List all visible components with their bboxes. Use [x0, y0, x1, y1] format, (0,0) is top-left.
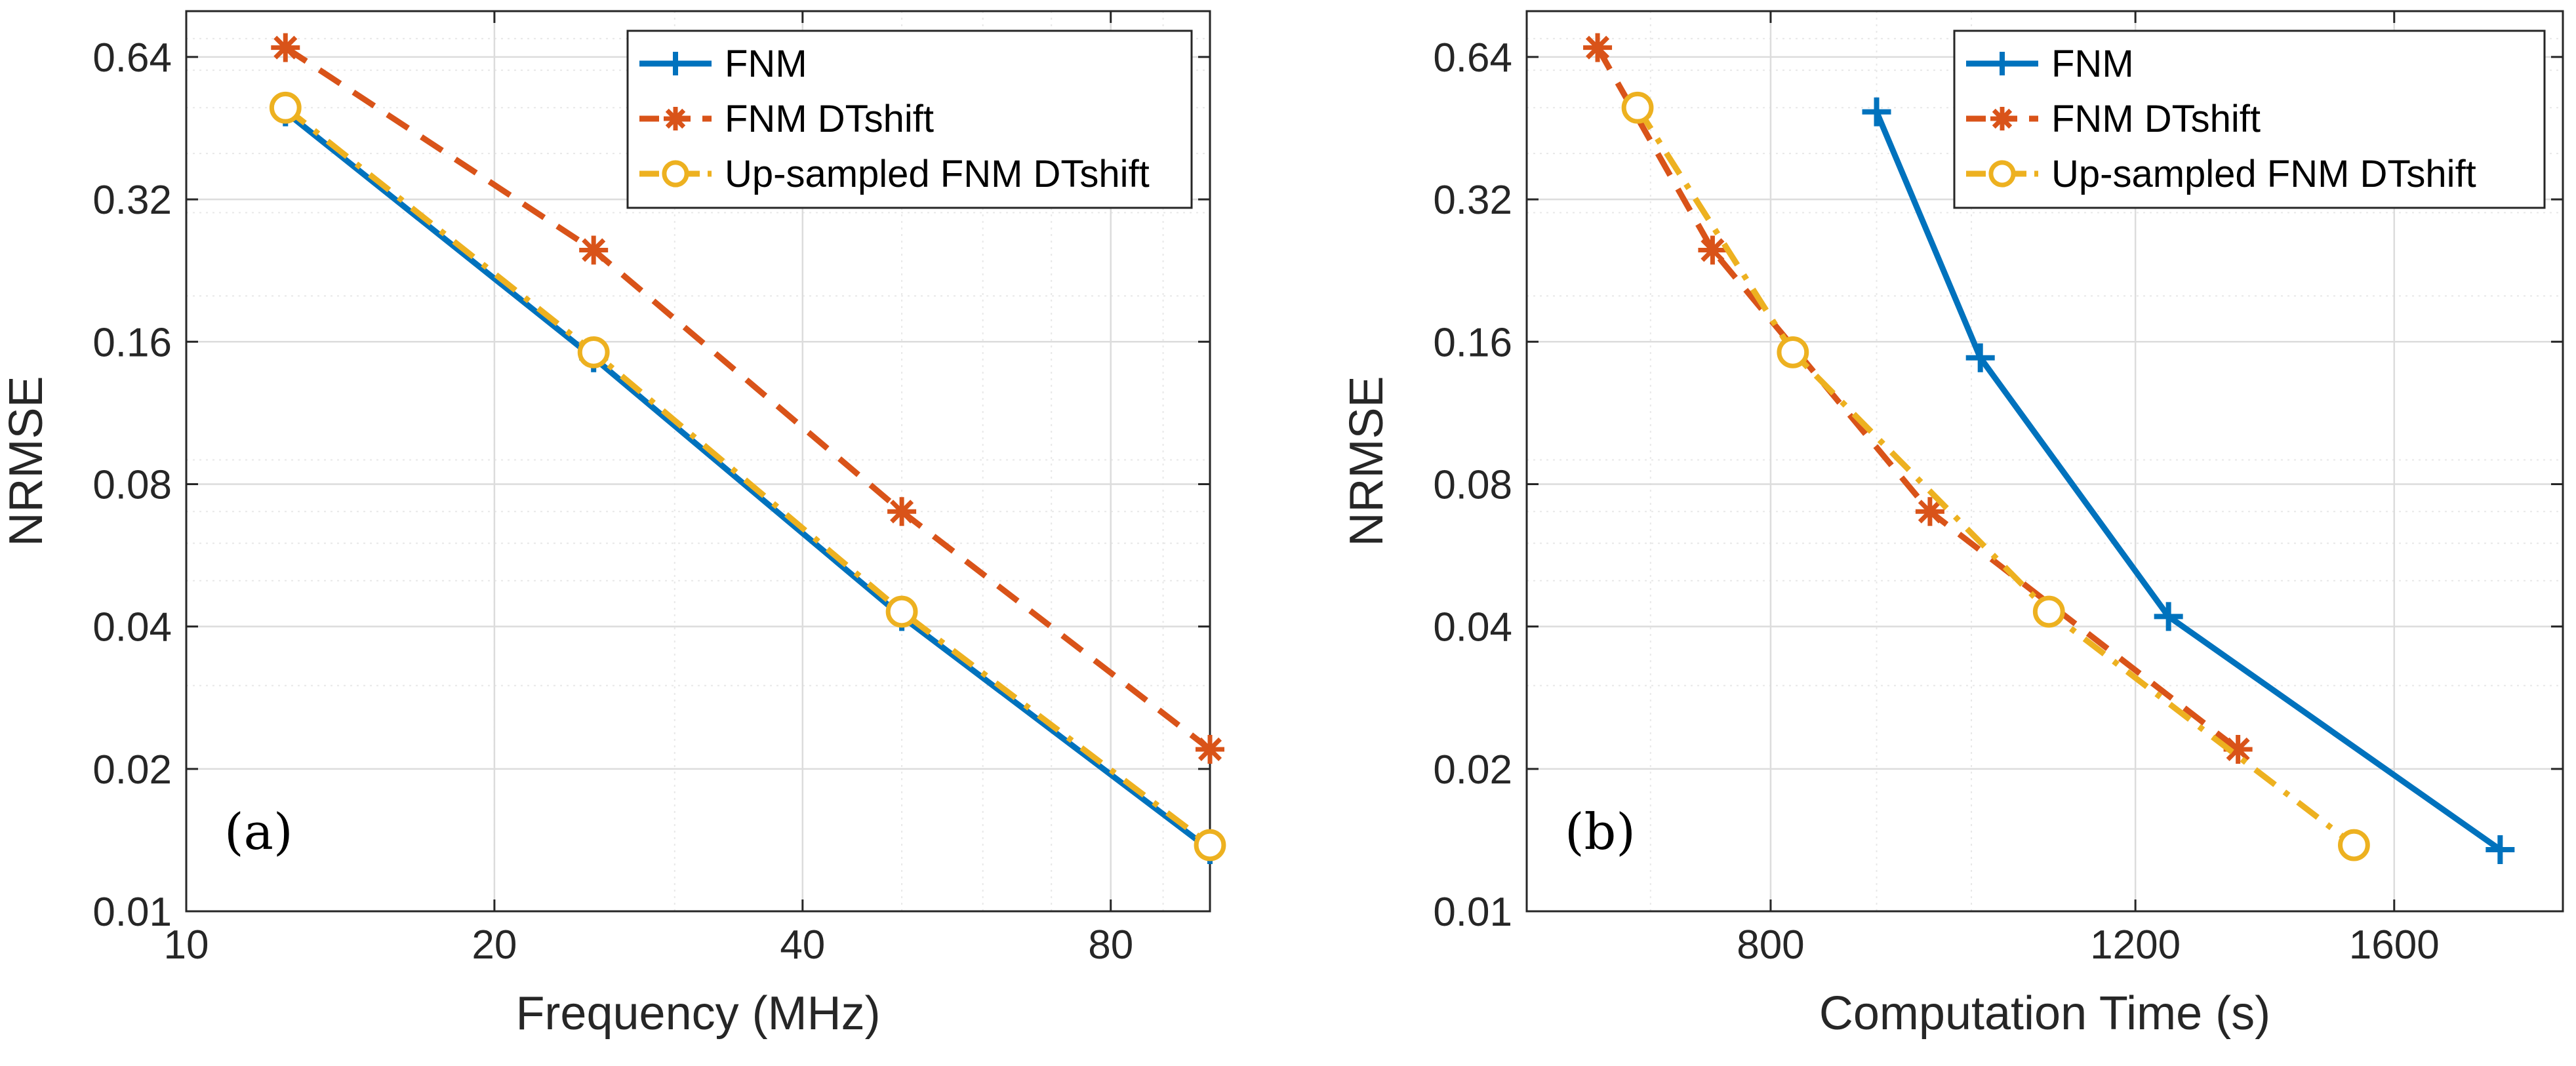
series-up-sampled-fnm-dtshift — [1621, 91, 2370, 861]
y-tick-label: 0.01 — [1433, 890, 1512, 935]
series-line — [283, 109, 1212, 852]
series-line — [283, 45, 1212, 752]
marker-asterisk — [1698, 235, 1727, 265]
marker-circle — [885, 595, 918, 628]
marker-stroke — [890, 500, 914, 524]
marker-plus — [1862, 97, 1891, 127]
y-tick-label: 0.32 — [92, 178, 172, 223]
marker-stroke — [1918, 500, 1942, 524]
marker-asterisk — [579, 235, 609, 265]
axes-box — [185, 10, 1211, 913]
y-tick-label: 0.08 — [1433, 462, 1512, 507]
marker-asterisk — [887, 497, 917, 526]
x-tick-label: 80 — [1088, 922, 1133, 968]
series-fnm-dtshift — [271, 33, 1224, 764]
series-line — [283, 105, 1212, 848]
series-fnm-dtshift — [1583, 33, 2253, 764]
axes-box — [1525, 10, 2564, 913]
marker-asterisk — [1915, 497, 1944, 526]
x-tick-label: 20 — [472, 922, 517, 968]
marker-stroke — [2226, 737, 2250, 761]
panel-label: (a) — [224, 802, 293, 861]
marker-circle — [2338, 829, 2370, 861]
marker-circle — [662, 160, 689, 188]
y-tick-label: 0.04 — [1433, 605, 1512, 650]
marker-stroke — [273, 35, 298, 60]
chart-panel-a: 0.01 0.02 0.04 0.08 0.16 0.32 0.64 10 20 40 80 Freq… — [0, 10, 1226, 1040]
y-tick-label: 0.08 — [92, 462, 172, 507]
marker-stroke — [1992, 108, 2013, 129]
marker-circle — [2032, 595, 2065, 628]
x-tick-label: 800 — [1737, 922, 1804, 968]
panel-label: (b) — [1565, 802, 1636, 861]
x-axis-label: Computation Time (s) — [1819, 987, 2270, 1040]
legend-entry-label: Up-sampled FNM DTshift — [2051, 153, 2476, 195]
legend: FNM FNM DTshift Up-sampled FNM DTshift — [1953, 30, 2546, 209]
marker-circle — [577, 336, 610, 368]
x-tick-label: 40 — [780, 922, 825, 968]
x-tick-label: 1600 — [2349, 922, 2440, 968]
series-line — [1874, 110, 2502, 852]
legend-entry-label: Up-sampled FNM DTshift — [725, 153, 1150, 195]
marker-asterisk — [2223, 734, 2253, 764]
marker-asterisk — [1990, 107, 2014, 130]
marker-plus — [1965, 343, 1995, 372]
legend-box — [626, 30, 1193, 209]
y-tick-label: 0.64 — [1433, 35, 1512, 81]
series-up-sampled-fnm-dtshift — [269, 91, 1226, 861]
y-tick-label: 0.64 — [92, 35, 172, 81]
y-tick-label: 0.04 — [92, 605, 172, 650]
marker-stroke — [1586, 35, 1610, 60]
y-tick-label: 0.01 — [92, 890, 172, 935]
marker-stroke — [582, 238, 606, 262]
legend-entry-label: FNM DTshift — [725, 98, 934, 140]
marker-asterisk — [1196, 734, 1224, 764]
x-tick-label: 10 — [164, 922, 209, 968]
marker-plus — [664, 52, 687, 75]
y-tick-label: 0.02 — [92, 747, 172, 793]
marker-plus — [1990, 52, 2014, 75]
chart-panel-b: 0.01 0.02 0.04 0.08 0.16 0.32 0.64 800 1200 1600 C… — [1340, 10, 2564, 1040]
series-fnm — [1862, 97, 2515, 864]
marker-stroke — [1197, 737, 1222, 761]
legend-entry-label: FNM — [2051, 43, 2134, 85]
marker-stroke — [665, 108, 686, 129]
series-line — [1635, 106, 2356, 848]
marker-circle — [1777, 336, 1809, 368]
x-axis-label: Frequency (MHz) — [515, 987, 880, 1040]
marker-plus — [2154, 602, 2183, 631]
y-tick-label: 0.32 — [1433, 178, 1512, 223]
y-tick-label: 0.16 — [92, 320, 172, 365]
marker-circle — [1621, 91, 1654, 124]
marker-asterisk — [664, 107, 687, 130]
y-tick-label: 0.16 — [1433, 320, 1512, 365]
legend-entry-label: FNM — [725, 43, 807, 85]
marker-plus — [2485, 835, 2515, 864]
legend-entry-label: FNM DTshift — [2051, 98, 2261, 140]
marker-circle — [1988, 160, 2016, 188]
y-tick-label: 0.02 — [1433, 747, 1512, 793]
marker-circle — [269, 91, 302, 124]
y-axis-label: NRMSE — [1340, 376, 1393, 546]
marker-stroke — [1701, 238, 1725, 262]
marker-asterisk — [1583, 33, 1613, 62]
marker-asterisk — [271, 33, 300, 62]
legend-box — [1953, 30, 2546, 209]
y-axis-label: NRMSE — [0, 376, 52, 546]
legend: FNM FNM DTshift Up-sampled FNM DTshift — [626, 30, 1193, 209]
x-tick-label: 1200 — [2090, 922, 2181, 968]
marker-circle — [1194, 829, 1226, 861]
